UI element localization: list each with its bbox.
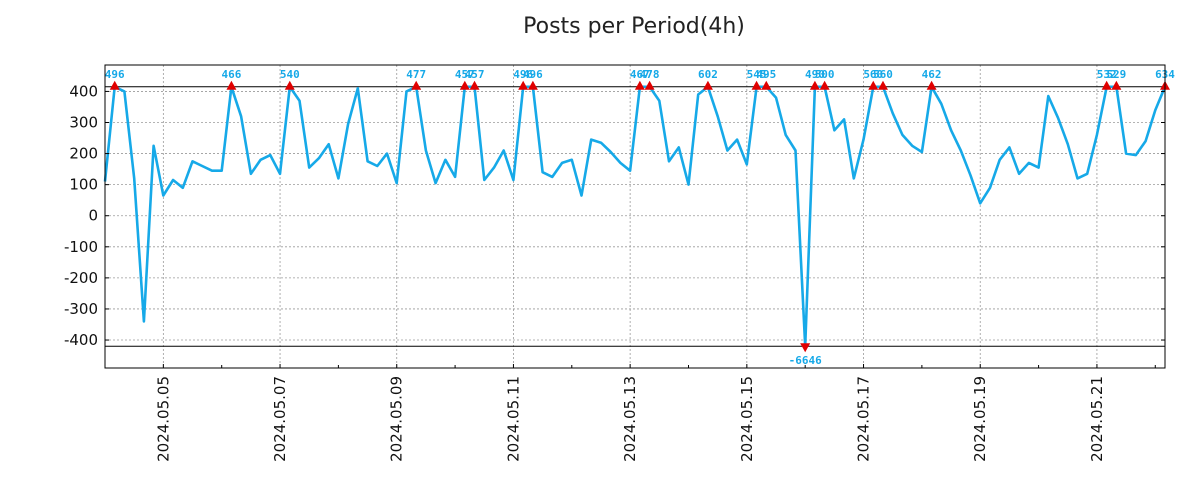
peak-marker [644, 80, 655, 90]
peak-label: 532 [1097, 68, 1117, 81]
peak-label: 496 [523, 68, 543, 81]
peak-label: 477 [406, 68, 426, 81]
y-tick-label: -300 [64, 300, 98, 318]
trough-label: -6646 [789, 354, 822, 367]
y-tick-label: 200 [69, 145, 98, 163]
peak-marker [751, 80, 762, 90]
peak-label: 540 [280, 68, 300, 81]
series-line [103, 85, 1167, 348]
peak-marker [634, 80, 645, 90]
reference-lines [105, 86, 1165, 347]
x-tick-label: 2024.05.07 [271, 376, 289, 462]
peak-label: 478 [640, 68, 660, 81]
peak-marker [527, 80, 538, 90]
peak-label: 496 [513, 68, 533, 81]
peak-label: 457 [455, 68, 475, 81]
peak-label: 560 [873, 68, 893, 81]
y-tick-label: 100 [69, 176, 98, 194]
peak-marker [761, 80, 772, 90]
peak-label: 560 [863, 68, 883, 81]
peak-marker [809, 80, 820, 90]
peak-marker [1111, 80, 1122, 90]
series-line-layer [103, 85, 1167, 348]
peak-label: 500 [815, 68, 835, 81]
peak-marker [518, 80, 529, 90]
y-tick-label: 300 [69, 113, 98, 131]
peak-marker [926, 80, 937, 90]
x-tick-label: 2024.05.15 [738, 376, 756, 462]
peak-marker [877, 80, 888, 90]
peak-label: 467 [630, 68, 650, 81]
marker-layer [109, 80, 1170, 353]
axis-layer: -400 -300 -200 -100 0 100 200 300 400 2024.05.05 2… [64, 64, 1166, 462]
peak-label: 462 [922, 68, 942, 81]
peak-label: 602 [698, 68, 718, 81]
x-tick-label: 2024.05.13 [621, 376, 639, 462]
y-tick-label: -100 [64, 238, 98, 256]
x-tick-label: 2024.05.09 [388, 376, 406, 462]
y-tick-label: 400 [69, 82, 98, 100]
x-tick-label: 2024.05.05 [154, 376, 172, 462]
peak-marker [868, 80, 879, 90]
peak-marker [226, 80, 237, 90]
peak-label: 529 [1106, 68, 1126, 81]
chart-title: Posts per Period(4h) [523, 14, 745, 39]
peak-marker [459, 80, 470, 90]
peak-marker [1101, 80, 1112, 90]
y-tick-label: 0 [88, 207, 98, 225]
peak-marker [284, 80, 295, 90]
plot-frame [104, 64, 1166, 369]
peak-marker [469, 80, 480, 90]
peak-marker [109, 80, 120, 90]
peak-label: 495 [756, 68, 776, 81]
peak-label: 466 [221, 68, 241, 81]
x-tick-label: 2024.05.11 [504, 376, 522, 462]
grid-layer [105, 65, 1165, 368]
peak-label: 490 [805, 68, 825, 81]
peak-marker [411, 80, 422, 90]
trough-marker [800, 343, 811, 353]
peak-label: 496 [105, 68, 125, 81]
x-tick-label: 2024.05.21 [1088, 376, 1106, 462]
x-tick-label: 2024.05.19 [971, 376, 989, 462]
y-tick-label: -400 [64, 331, 98, 349]
y-tick-label: -200 [64, 269, 98, 287]
peak-marker [819, 80, 830, 90]
peak-label: 545 [747, 68, 767, 81]
peak-marker [702, 80, 713, 90]
x-tick-label: 2024.05.17 [855, 376, 873, 462]
peak-label: 457 [465, 68, 485, 81]
